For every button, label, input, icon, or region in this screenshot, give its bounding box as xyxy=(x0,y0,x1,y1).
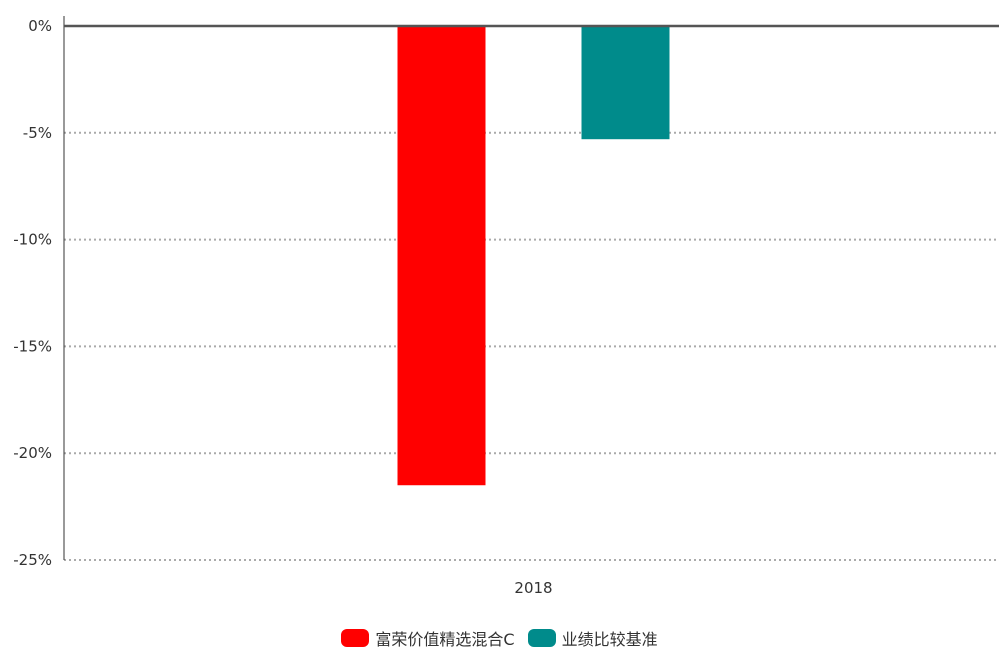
x-tick-label: 2018 xyxy=(514,579,552,597)
legend-label-series-2: 业绩比较基准 xyxy=(561,630,658,649)
legend-swatch-series-2 xyxy=(527,629,556,647)
y-tick-labels: 0% -5% -10% -15% -20% -25% xyxy=(13,17,52,569)
legend-item-series-1[interactable]: 富荣价值精选混合C xyxy=(341,626,515,650)
bar-series-2[interactable] xyxy=(581,26,670,140)
bars xyxy=(397,26,670,486)
y-tick-label: -10% xyxy=(13,231,52,249)
bar-series-1[interactable] xyxy=(397,26,486,486)
y-tick-label: -20% xyxy=(13,444,52,462)
y-tick-label: 0% xyxy=(28,17,52,35)
x-tick-labels: 2018 xyxy=(514,579,552,597)
y-tick-label: -5% xyxy=(23,124,52,142)
legend-swatch-series-1 xyxy=(341,629,370,647)
legend-label-series-1: 富荣价值精选混合C xyxy=(375,630,515,649)
y-tick-label: -15% xyxy=(13,337,52,355)
gridlines xyxy=(64,131,999,561)
y-tick-label: -25% xyxy=(13,551,52,569)
legend-item-series-2[interactable]: 业绩比较基准 xyxy=(527,626,658,650)
legend: 富荣价值精选混合C 业绩比较基准 xyxy=(0,626,999,650)
